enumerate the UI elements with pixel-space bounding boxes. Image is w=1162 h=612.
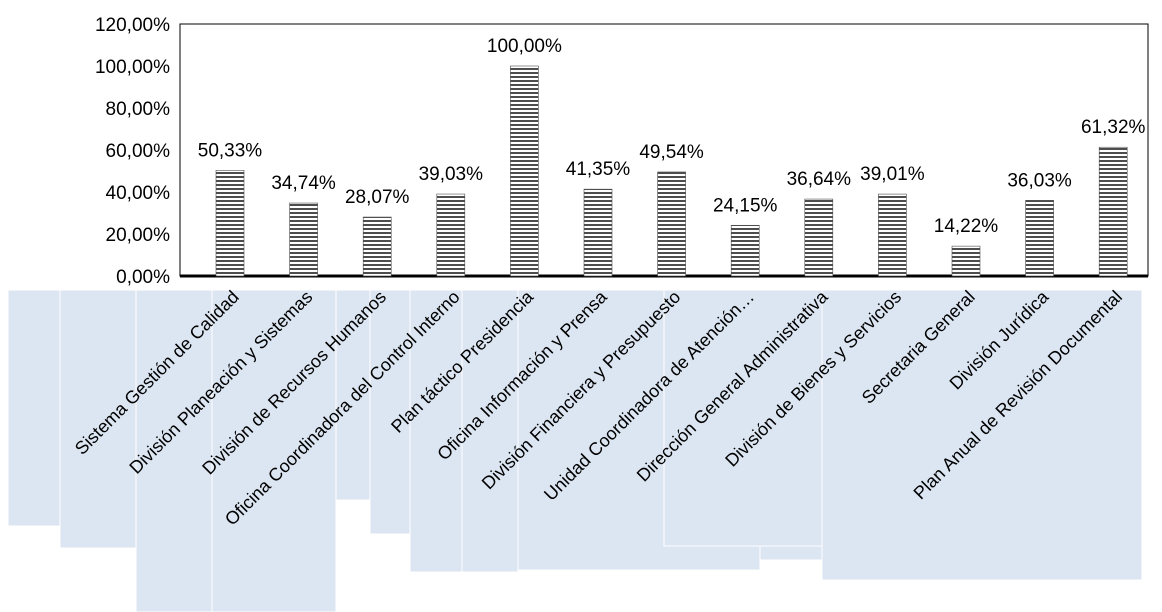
data-label: 50,33% [198,140,263,161]
category-label-box [663,289,845,547]
data-label: 36,03% [1007,170,1072,191]
category-label-box [211,289,337,612]
bar [436,193,466,277]
bar [510,65,539,277]
bar [583,188,613,277]
bars [215,65,1128,277]
data-label: 61,32% [1081,117,1146,138]
y-axis: 0,00% 20,00% 40,00% 60,00% 80,00% 100,00% 120,… [95,15,170,288]
bar [1025,200,1054,277]
bar [804,198,834,277]
bar [951,245,981,277]
y-tick-label: 60,00% [106,141,171,162]
data-label: 39,01% [860,164,925,185]
data-label: 28,07% [345,187,410,208]
category-label-box [59,289,137,549]
data-label: 36,64% [787,169,852,190]
data-label: 34,74% [271,173,336,194]
y-tick-label: 40,00% [106,183,171,204]
data-label: 14,22% [934,216,999,237]
y-tick-label: 0,00% [116,267,170,288]
bar [362,216,392,277]
category-label-box [821,289,1143,581]
data-label: 24,15% [713,195,778,216]
bar [215,170,245,277]
y-tick-label: 20,00% [106,225,171,246]
data-labels: 50,33% 34,74% 28,07% 39,03% 100,00% 41,35% 49,… [198,36,1146,237]
y-tick-label: 80,00% [106,99,171,120]
bar [1098,146,1128,277]
y-tick-label: 100,00% [95,57,170,78]
bar [657,171,686,277]
data-label: 39,03% [419,164,484,185]
data-label: 49,54% [639,142,704,163]
bar [878,193,907,277]
category-label-boxes [7,289,1143,612]
bar [289,202,318,277]
category-label-box [7,289,61,527]
category-label-box [461,289,519,573]
data-label: 100,00% [487,36,562,57]
category-label-box [135,289,213,612]
data-label: 41,35% [566,159,631,180]
y-tick-label: 120,00% [95,15,170,36]
bar [730,224,760,277]
